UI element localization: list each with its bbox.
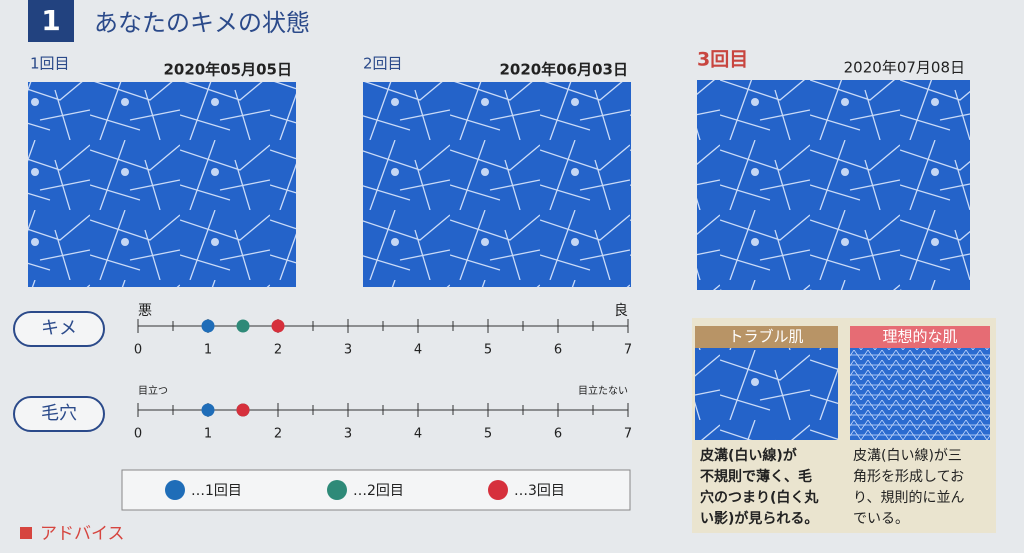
legend-label: …2回目 <box>353 483 404 499</box>
tick-label: 7 <box>624 427 632 442</box>
tick-label: 2 <box>274 343 282 358</box>
page-title: あなたのキメの状態 <box>94 9 310 37</box>
tick-label: 1 <box>204 427 212 442</box>
comparison-text: 角形を形成してお <box>853 469 964 485</box>
tick-label: 4 <box>414 343 422 358</box>
tick-label: 5 <box>484 427 492 442</box>
scale-name: 毛穴 <box>41 403 77 424</box>
section-number: 1 <box>41 4 60 37</box>
scale-pill <box>13 311 105 347</box>
tick-label: 3 <box>344 343 352 358</box>
scale-low-label: 目立つ <box>138 384 168 397</box>
dot <box>236 319 250 333</box>
session-date: 2020年07月08日 <box>844 59 965 77</box>
comparison-text: 皮溝(白い線)が三 <box>853 448 962 464</box>
legend-swatch <box>488 480 508 500</box>
skin-photo <box>363 82 631 287</box>
advice-marker <box>20 527 32 539</box>
legend-label: …3回目 <box>514 483 565 499</box>
comparison-text: でいる。 <box>853 511 909 527</box>
comparison-text: い影)が見られる。 <box>700 510 818 527</box>
advice-heading: アドバイス <box>40 524 125 544</box>
comparison-text: 不規則で薄く、毛 <box>700 468 812 485</box>
skin-photo <box>695 348 838 440</box>
scale-low-label: 悪 <box>138 303 152 319</box>
scale-high-label: 良 <box>614 303 628 319</box>
tick-label: 5 <box>484 343 492 358</box>
legend-label: …1回目 <box>191 483 242 499</box>
legend-box <box>121 469 631 511</box>
dot <box>201 319 215 333</box>
session-label: 2回目 <box>363 55 403 73</box>
tick-label: 7 <box>624 343 632 358</box>
comparison-header <box>695 326 838 348</box>
scale-name: キメ <box>41 318 77 339</box>
tick-label: 0 <box>134 343 142 358</box>
dot <box>271 319 285 333</box>
comparison-text: 穴のつまり(白く丸 <box>700 489 819 506</box>
skin-photo <box>697 80 970 290</box>
tick-label: 3 <box>344 427 352 442</box>
tick-label: 4 <box>414 427 422 442</box>
section-badge <box>28 0 74 42</box>
session-date: 2020年06月03日 <box>500 61 629 79</box>
tick-label: 6 <box>554 427 562 442</box>
tick-label: 6 <box>554 343 562 358</box>
comparison-title: トラブル肌 <box>728 328 803 346</box>
comparison-title: 理想的な肌 <box>882 328 957 346</box>
legend-swatch <box>165 480 185 500</box>
dot <box>236 403 250 417</box>
skin-photo <box>28 82 296 287</box>
comparison-text: り、規則的に並ん <box>853 490 964 506</box>
session-label: 1回目 <box>30 55 70 73</box>
dot <box>201 403 215 417</box>
session-label: 3回目 <box>697 49 748 71</box>
tick-label: 2 <box>274 427 282 442</box>
comparison-text: 皮溝(白い線)が <box>699 447 798 464</box>
tick-label: 1 <box>204 343 212 358</box>
session-date: 2020年05月05日 <box>164 61 293 79</box>
comparison-header <box>850 326 990 348</box>
scale-pill <box>13 396 105 432</box>
skin-photo <box>850 348 990 440</box>
scale-high-label: 目立たない <box>578 384 628 397</box>
tick-label: 0 <box>134 427 142 442</box>
legend-swatch <box>327 480 347 500</box>
